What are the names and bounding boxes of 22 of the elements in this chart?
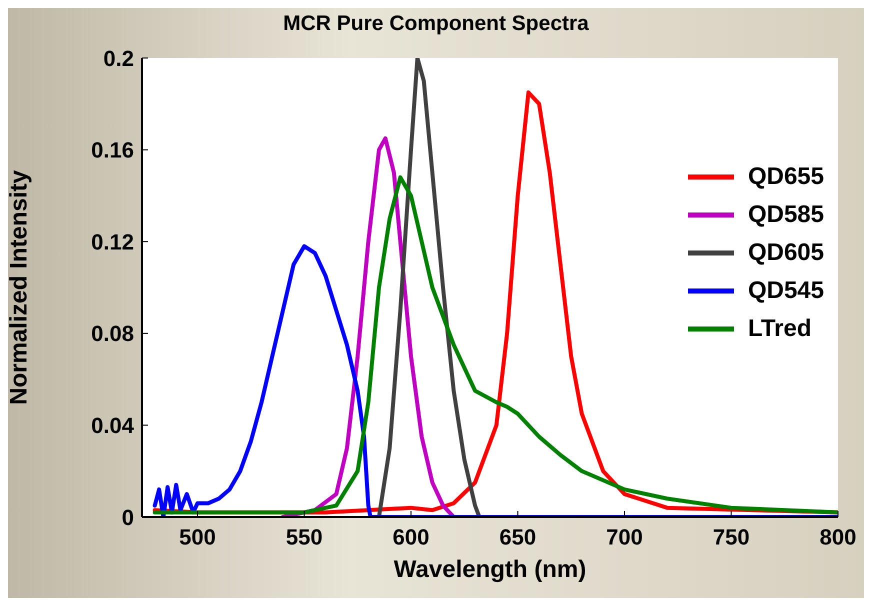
legend-label: QD545 (748, 277, 824, 305)
line-series (152, 244, 838, 517)
y-tick-label: 0.08 (91, 321, 134, 346)
y-tick-label: 0.04 (91, 413, 135, 438)
legend-label: QD585 (748, 201, 824, 229)
y-tick-label: 0.2 (103, 46, 134, 71)
x-tick-label: 550 (286, 524, 323, 550)
y-tick-label: 0.16 (91, 138, 134, 163)
chart-title: MCR Pure Component Spectra (282, 12, 590, 36)
x-tick-label: 650 (499, 524, 536, 550)
x-axis-title: Wavelength (nm) (394, 556, 586, 583)
legend-label: QD605 (748, 239, 824, 267)
legend-label: QD655 (748, 163, 824, 191)
x-tick-label: 500 (179, 524, 216, 550)
x-tick-label: 800 (820, 524, 856, 550)
y-tick-label: 0 (122, 504, 134, 530)
y-axis-title: Normalized Intensity (6, 169, 33, 405)
y-tick-label: 0.12 (91, 229, 134, 254)
x-tick-label: 700 (606, 524, 643, 550)
legend-label: LTred (748, 315, 812, 343)
x-tick-label: 600 (392, 524, 430, 550)
x-tick-label: 750 (712, 524, 750, 550)
